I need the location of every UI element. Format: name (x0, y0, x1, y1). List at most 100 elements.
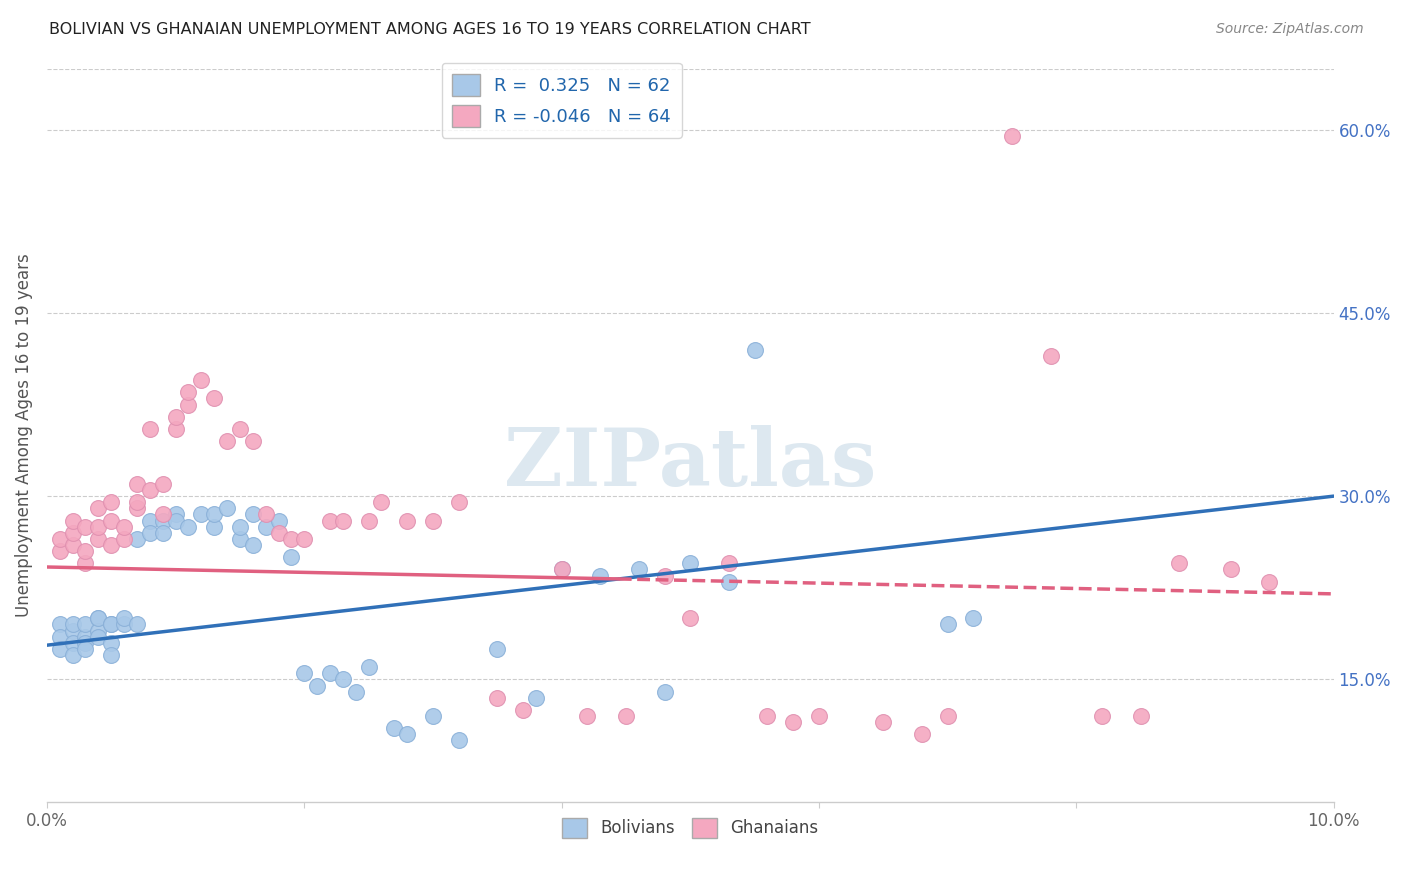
Point (112, 532, 135, 546)
Point (292, 666, 315, 681)
Point (382, 721, 405, 735)
Point (100, 514, 122, 528)
Point (202, 508, 225, 522)
Point (589, 568, 612, 582)
Point (717, 574, 740, 589)
Point (215, 434, 238, 449)
Point (62, 624, 84, 638)
Point (87, 611, 110, 625)
Point (344, 684, 367, 698)
Point (125, 495, 148, 509)
Point (100, 617, 122, 632)
Point (576, 709, 599, 723)
Point (177, 519, 200, 533)
Point (202, 519, 225, 533)
Point (1129, 709, 1152, 723)
Point (1001, 128, 1024, 143)
Point (125, 617, 148, 632)
Point (370, 495, 392, 509)
Point (49, 544, 72, 558)
Text: ZIPatlas: ZIPatlas (505, 425, 876, 503)
Point (139, 483, 162, 497)
Point (292, 532, 315, 546)
Point (152, 525, 174, 540)
Point (242, 508, 264, 522)
Point (679, 611, 702, 625)
Point (177, 397, 200, 411)
Point (1091, 709, 1114, 723)
Point (100, 617, 122, 632)
Point (447, 495, 470, 509)
Point (100, 636, 122, 650)
Point (717, 557, 740, 571)
Point (396, 727, 419, 741)
Point (62, 538, 84, 552)
Point (962, 611, 984, 625)
Point (319, 514, 342, 528)
Point (112, 519, 135, 533)
Point (87, 501, 110, 516)
Point (782, 715, 804, 730)
Point (357, 514, 380, 528)
Point (267, 525, 290, 540)
Point (125, 532, 148, 546)
Point (75, 519, 97, 533)
Point (125, 501, 148, 516)
Point (49, 617, 72, 632)
Point (139, 514, 162, 528)
Point (112, 617, 135, 632)
Point (1219, 562, 1241, 576)
Point (62, 648, 84, 662)
Point (100, 495, 122, 509)
Point (75, 544, 97, 558)
Point (49, 532, 72, 546)
Point (75, 617, 97, 632)
Point (1258, 574, 1281, 589)
Point (229, 422, 252, 436)
Point (936, 709, 959, 723)
Point (49, 641, 72, 656)
Point (756, 709, 779, 723)
Point (62, 636, 84, 650)
Point (75, 641, 97, 656)
Point (807, 709, 830, 723)
Point (679, 557, 702, 571)
Point (550, 562, 572, 576)
Point (242, 538, 264, 552)
Point (229, 519, 252, 533)
Point (911, 727, 934, 741)
Point (190, 508, 212, 522)
Point (936, 617, 959, 632)
Point (254, 508, 277, 522)
Point (190, 373, 212, 387)
Point (100, 538, 122, 552)
Point (550, 562, 572, 576)
Point (422, 514, 444, 528)
Point (87, 611, 110, 625)
Legend: Bolivians, Ghanaians: Bolivians, Ghanaians (555, 811, 825, 845)
Point (332, 673, 354, 687)
Point (744, 343, 766, 357)
Point (62, 525, 84, 540)
Point (112, 611, 135, 625)
Point (139, 525, 162, 540)
Point (75, 636, 97, 650)
Point (486, 641, 509, 656)
Point (242, 434, 264, 449)
Point (357, 660, 380, 674)
Point (307, 679, 329, 693)
Text: Source: ZipAtlas.com: Source: ZipAtlas.com (1216, 22, 1364, 37)
Point (280, 550, 302, 565)
Point (165, 409, 187, 424)
Point (319, 666, 342, 681)
Point (87, 532, 110, 546)
Point (49, 630, 72, 644)
Point (139, 422, 162, 436)
Point (524, 690, 547, 705)
Point (125, 477, 148, 491)
Point (872, 715, 894, 730)
Point (280, 532, 302, 546)
Point (627, 562, 650, 576)
Point (447, 733, 470, 747)
Point (62, 514, 84, 528)
